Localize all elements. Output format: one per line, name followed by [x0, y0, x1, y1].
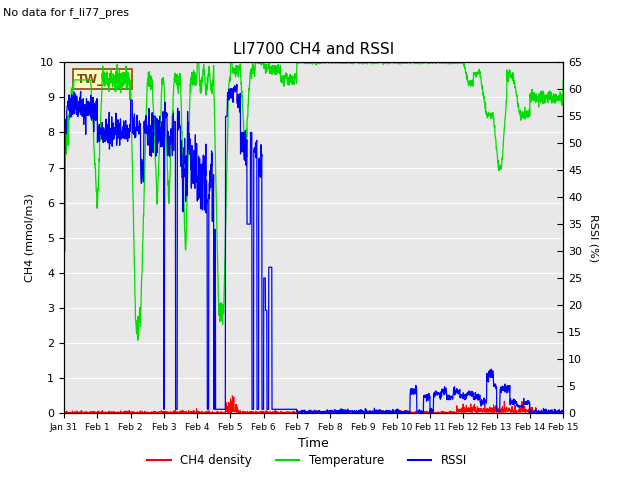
Text: No data for f_li77_pres: No data for f_li77_pres	[3, 7, 129, 18]
Legend: CH4 density, Temperature, RSSI: CH4 density, Temperature, RSSI	[143, 449, 472, 472]
X-axis label: Time: Time	[298, 437, 329, 450]
Y-axis label: RSSI (%): RSSI (%)	[589, 214, 599, 262]
Y-axis label: CH4 (mmol/m3): CH4 (mmol/m3)	[25, 193, 35, 282]
Text: TW_flux: TW_flux	[77, 73, 129, 86]
Title: LI7700 CH4 and RSSI: LI7700 CH4 and RSSI	[233, 42, 394, 57]
